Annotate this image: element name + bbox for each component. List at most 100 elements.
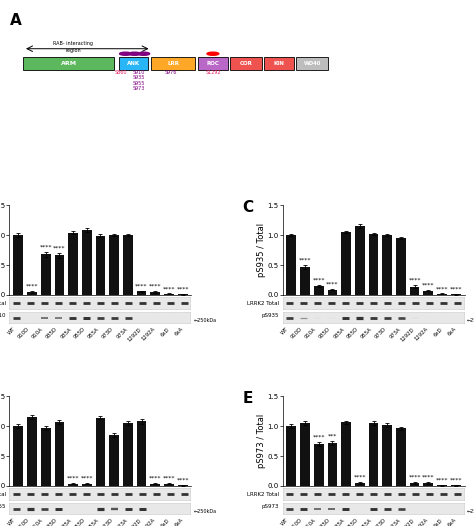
Bar bbox=[286, 235, 296, 295]
Text: ****: **** bbox=[436, 286, 448, 291]
FancyBboxPatch shape bbox=[152, 57, 195, 70]
Y-axis label: pS935 / Total: pS935 / Total bbox=[257, 223, 266, 277]
FancyBboxPatch shape bbox=[198, 57, 228, 70]
Bar bbox=[137, 291, 146, 295]
Text: S976: S976 bbox=[165, 70, 177, 75]
Text: 935A: 935A bbox=[59, 327, 73, 340]
Bar bbox=[123, 235, 133, 295]
Text: 910A: 910A bbox=[304, 518, 318, 526]
Bar bbox=[82, 230, 92, 295]
Text: ROC: ROC bbox=[207, 61, 219, 66]
Bar bbox=[96, 418, 105, 486]
Text: 935D: 935D bbox=[45, 327, 58, 340]
Text: ****: **** bbox=[39, 245, 52, 249]
Text: pS973: pS973 bbox=[261, 504, 279, 509]
Text: ANK: ANK bbox=[127, 61, 140, 66]
Bar bbox=[13, 426, 23, 486]
Bar bbox=[286, 426, 296, 486]
Text: LRRK2 Total: LRRK2 Total bbox=[0, 301, 6, 306]
Text: 973A: 973A bbox=[388, 327, 401, 340]
Text: 1292A: 1292A bbox=[414, 327, 429, 342]
Bar bbox=[27, 292, 37, 295]
Bar bbox=[55, 256, 64, 295]
Bar bbox=[328, 290, 337, 295]
Text: 935A: 935A bbox=[332, 518, 346, 526]
Text: ****: **** bbox=[299, 258, 311, 262]
Bar bbox=[437, 485, 447, 486]
Text: region: region bbox=[65, 48, 81, 54]
Text: WT: WT bbox=[280, 327, 290, 336]
Text: 955D: 955D bbox=[73, 518, 86, 526]
Bar bbox=[382, 425, 392, 486]
Bar bbox=[82, 483, 92, 486]
Bar bbox=[164, 483, 174, 486]
Text: S955: S955 bbox=[133, 80, 146, 86]
Text: ****: **** bbox=[422, 283, 435, 288]
Text: 1292D: 1292D bbox=[400, 327, 416, 342]
Bar bbox=[423, 483, 433, 486]
Text: ****: **** bbox=[67, 476, 79, 481]
Bar bbox=[300, 423, 310, 486]
Bar bbox=[41, 428, 51, 486]
Text: 935D: 935D bbox=[45, 518, 58, 526]
Bar bbox=[382, 235, 392, 295]
Text: E: E bbox=[243, 391, 253, 406]
Text: ***: *** bbox=[328, 433, 337, 439]
Text: ****: **** bbox=[408, 278, 421, 283]
Text: ****: **** bbox=[53, 246, 66, 250]
Text: ****: **** bbox=[422, 475, 435, 480]
Text: ←250kDa: ←250kDa bbox=[466, 509, 474, 514]
Bar bbox=[437, 294, 447, 295]
Text: 973D: 973D bbox=[374, 518, 388, 526]
Text: ←250kDa: ←250kDa bbox=[466, 318, 474, 323]
Text: 935A: 935A bbox=[59, 518, 73, 526]
Text: WT: WT bbox=[7, 327, 17, 336]
Bar bbox=[423, 291, 433, 295]
Text: LRRK2 Total: LRRK2 Total bbox=[0, 492, 6, 497]
Bar bbox=[27, 417, 37, 486]
Text: RAB- interacting: RAB- interacting bbox=[53, 41, 93, 46]
Bar bbox=[341, 422, 351, 486]
Bar bbox=[150, 483, 160, 486]
Bar bbox=[109, 435, 119, 486]
Text: 1292A: 1292A bbox=[414, 518, 429, 526]
Circle shape bbox=[129, 52, 140, 55]
FancyBboxPatch shape bbox=[264, 57, 294, 70]
Bar bbox=[300, 267, 310, 295]
Bar bbox=[410, 483, 419, 486]
Text: 910A: 910A bbox=[304, 327, 318, 340]
Text: 1292A: 1292A bbox=[141, 518, 156, 526]
Bar bbox=[355, 226, 365, 295]
Text: 910A: 910A bbox=[31, 327, 45, 340]
Text: 6xD: 6xD bbox=[160, 327, 171, 337]
Text: 6xD: 6xD bbox=[433, 518, 444, 526]
Bar bbox=[396, 238, 406, 295]
Text: 910A: 910A bbox=[31, 518, 45, 526]
Bar bbox=[314, 444, 324, 486]
Text: ****: **** bbox=[449, 287, 462, 291]
Bar bbox=[41, 254, 51, 295]
Text: 910D: 910D bbox=[290, 518, 303, 526]
Text: 6xA: 6xA bbox=[174, 518, 184, 526]
Text: 6xA: 6xA bbox=[447, 327, 457, 337]
Text: 935D: 935D bbox=[318, 518, 331, 526]
Text: LRRK2 Total: LRRK2 Total bbox=[247, 492, 279, 497]
Text: LRRK2 Total: LRRK2 Total bbox=[247, 301, 279, 306]
Bar bbox=[150, 292, 160, 295]
Text: LRR: LRR bbox=[167, 61, 179, 66]
Bar bbox=[164, 294, 174, 295]
Text: pS935: pS935 bbox=[261, 313, 279, 318]
Text: ←250kDa: ←250kDa bbox=[193, 318, 217, 323]
Text: 955D: 955D bbox=[346, 518, 359, 526]
Bar bbox=[369, 423, 378, 486]
Text: 955A: 955A bbox=[360, 518, 374, 526]
Bar bbox=[314, 286, 324, 295]
Text: WT: WT bbox=[7, 518, 17, 526]
Text: C: C bbox=[243, 200, 254, 215]
Text: ****: **** bbox=[408, 475, 421, 480]
Bar bbox=[355, 483, 365, 486]
Text: 1292D: 1292D bbox=[127, 518, 143, 526]
Text: ****: **** bbox=[26, 284, 38, 289]
Text: 955D: 955D bbox=[73, 327, 86, 340]
FancyBboxPatch shape bbox=[296, 57, 328, 70]
